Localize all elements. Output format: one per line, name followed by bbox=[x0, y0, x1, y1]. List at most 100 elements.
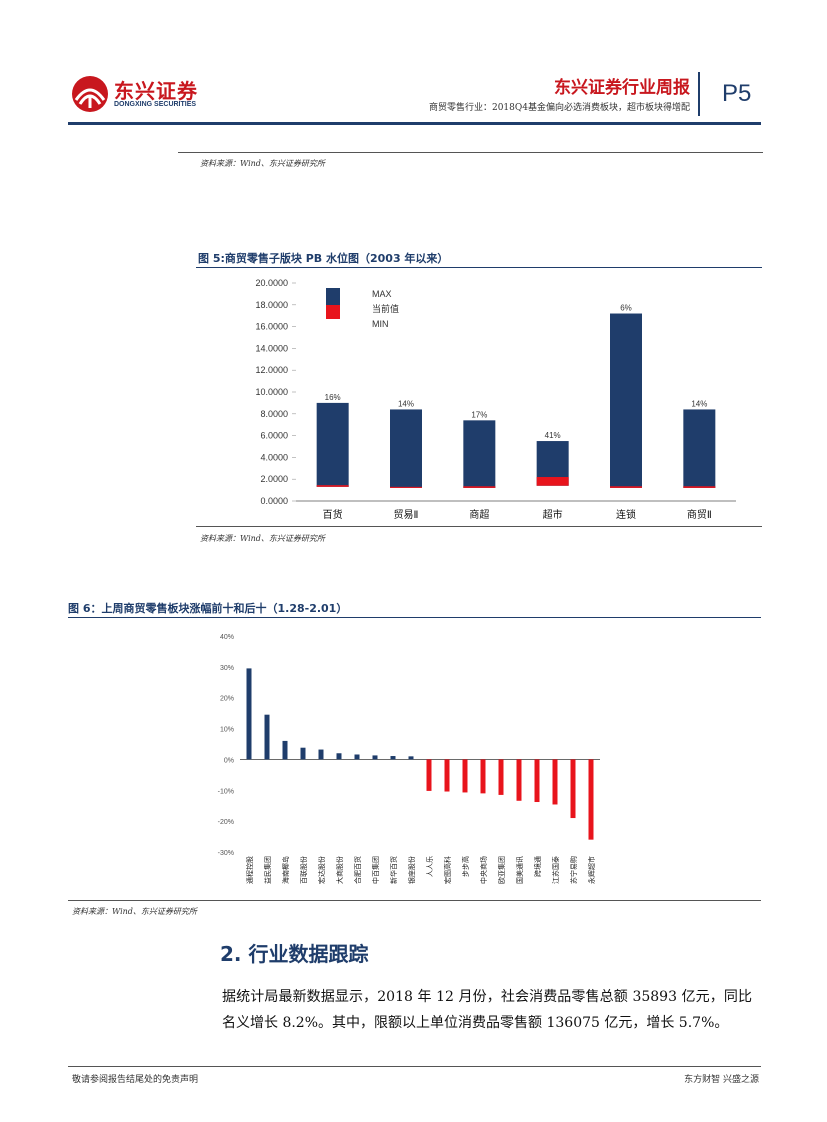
y-tick-label: 10% bbox=[220, 727, 234, 734]
section-heading: 2. 行业数据跟踪 bbox=[220, 942, 369, 966]
source-note-top: 资料来源：Wind、东兴证券研究所 bbox=[200, 159, 325, 168]
footer-disclaimer: 敬请参阅报告结尾处的免责声明 bbox=[72, 1075, 199, 1085]
x-category-label: 连锁 bbox=[616, 508, 636, 521]
stock-change-bar bbox=[264, 714, 270, 760]
x-category-label: 超市 bbox=[543, 508, 563, 521]
y-tick-label: -30% bbox=[218, 850, 234, 857]
stock-change-bar bbox=[246, 668, 252, 760]
x-category-label: 中百集团 bbox=[371, 856, 380, 884]
x-category-label: 人人乐 bbox=[425, 856, 434, 877]
header-rule bbox=[68, 122, 761, 125]
y-tick-label: 2.0000 bbox=[260, 474, 288, 484]
page-number: P5 bbox=[722, 80, 752, 107]
figure6-change-chart: -30% -20% -10% 0% 10% 20% 30% 40% 通程控股 益民集团 海南椰岛百… bbox=[218, 634, 600, 884]
y-tick-label: 30% bbox=[220, 665, 234, 672]
y-tick-label: 4.0000 bbox=[260, 452, 288, 462]
pb-range-bar bbox=[316, 402, 349, 487]
y-tick-label: -20% bbox=[218, 819, 234, 826]
y-tick-label: 40% bbox=[220, 634, 234, 641]
legend-label-max: MAX bbox=[372, 289, 392, 299]
stock-change-bar bbox=[336, 753, 342, 760]
x-category-label: 跨境通 bbox=[533, 856, 542, 877]
figure5-bottom-rule bbox=[196, 526, 762, 527]
stock-change-bar bbox=[480, 759, 486, 794]
x-category-label: 益民集团 bbox=[263, 856, 272, 884]
x-category-label: 欧亚集团 bbox=[497, 856, 506, 884]
pb-percentile-label: 17% bbox=[471, 410, 487, 419]
x-category-label: 苏宁易购 bbox=[569, 856, 578, 884]
x-category-label: 通程控股 bbox=[245, 856, 254, 884]
figure6-title: 图 6：上周商贸零售板块涨幅前十和后十（1.28-2.01） bbox=[68, 602, 348, 615]
stock-change-bar bbox=[516, 759, 522, 801]
pb-range-bar bbox=[610, 313, 642, 488]
section-paragraph: 据统计局最新数据显示，2018 年 12 月份，社会消费品零售总额 35893 … bbox=[222, 989, 752, 1031]
pb-range-bar bbox=[683, 409, 716, 488]
y-tick-label: 0.0000 bbox=[260, 496, 288, 506]
x-category-label: 步步高 bbox=[461, 856, 470, 877]
stock-change-bar bbox=[282, 740, 288, 760]
stock-change-bar bbox=[462, 759, 468, 793]
source-note-figure5: 资料来源：Wind、东兴证券研究所 bbox=[200, 534, 325, 543]
pb-current-bar bbox=[536, 477, 569, 486]
figure5-title-rule bbox=[196, 267, 762, 268]
y-tick-label: 6.0000 bbox=[260, 431, 288, 441]
x-category-label: 海南椰岛 bbox=[281, 856, 290, 884]
pb-percentile-label: 41% bbox=[545, 431, 561, 440]
pb-current-bar bbox=[390, 486, 422, 488]
report-title: 东兴证券行业周报 bbox=[554, 78, 690, 98]
x-category-label: 江苏国泰 bbox=[551, 856, 560, 884]
pb-current-bar bbox=[610, 486, 642, 488]
figure6-title-rule bbox=[68, 617, 761, 618]
footer-rule bbox=[68, 1066, 761, 1067]
logo-english-name: DONGXING SECURITIES bbox=[114, 101, 197, 108]
stock-change-bar bbox=[372, 755, 378, 760]
stock-change-bar bbox=[426, 759, 432, 791]
x-category-label: 贸易Ⅱ bbox=[394, 509, 419, 521]
pb-percentile-label: 14% bbox=[398, 399, 414, 408]
legend-swatch-current bbox=[326, 305, 340, 319]
y-tick-label: 14.0000 bbox=[255, 343, 288, 353]
pb-range-bar bbox=[463, 420, 496, 488]
y-tick-label: 18.0000 bbox=[255, 300, 288, 310]
stock-change-bar bbox=[552, 759, 558, 805]
report-subtitle: 商贸零售行业：2018Q4基金偏向必选消费板块，超市板块得增配 bbox=[428, 103, 690, 113]
x-category-label: 新华百货 bbox=[389, 856, 398, 884]
x-category-label: 合肥百货 bbox=[353, 856, 362, 884]
footer-slogan: 东方财智 兴盛之源 bbox=[684, 1075, 759, 1085]
stock-change-bar bbox=[588, 759, 594, 840]
stock-change-bar bbox=[354, 754, 360, 760]
legend-label-min: MIN bbox=[372, 319, 389, 329]
dongxing-logo-icon bbox=[72, 76, 108, 112]
x-category-label: 百货 bbox=[323, 508, 343, 521]
y-tick-label: 20% bbox=[220, 696, 234, 703]
figure6-bottom-rule bbox=[68, 900, 761, 901]
stock-change-bar bbox=[444, 759, 450, 792]
stock-change-bar bbox=[570, 759, 576, 819]
figure5-title: 图 5:商贸零售子版块 PB 水位图（2003 年以来） bbox=[198, 252, 449, 265]
pb-percentile-label: 14% bbox=[691, 399, 707, 408]
top-divider bbox=[178, 152, 763, 153]
source-note-figure6: 资料来源：Wind、东兴证券研究所 bbox=[72, 907, 197, 916]
pb-range-bar bbox=[390, 409, 422, 488]
legend-swatch-max bbox=[326, 288, 340, 305]
y-tick-label: 10.0000 bbox=[255, 387, 288, 397]
x-category-label: 永辉超市 bbox=[587, 856, 596, 884]
stock-change-bar bbox=[408, 756, 414, 760]
legend-label-current: 当前值 bbox=[372, 303, 399, 314]
header-divider bbox=[698, 72, 700, 116]
pb-current-bar bbox=[463, 486, 496, 488]
x-category-label: 百联股份 bbox=[299, 856, 308, 884]
x-category-label: 宏图高科 bbox=[443, 856, 452, 884]
pb-current-bar bbox=[683, 486, 716, 488]
y-tick-label: 16.0000 bbox=[255, 322, 288, 332]
y-tick-label: 0% bbox=[224, 757, 234, 764]
stock-change-bar bbox=[318, 749, 324, 760]
y-tick-label: 8.0000 bbox=[260, 409, 288, 419]
stock-change-bar bbox=[534, 759, 540, 803]
stock-change-bar bbox=[498, 759, 504, 795]
x-category-label: 商超 bbox=[469, 508, 489, 521]
stock-change-bar bbox=[300, 747, 306, 760]
x-category-label: 大商股份 bbox=[335, 856, 344, 884]
y-tick-label: 12.0000 bbox=[255, 365, 288, 375]
x-category-label: 中央商场 bbox=[479, 856, 488, 884]
